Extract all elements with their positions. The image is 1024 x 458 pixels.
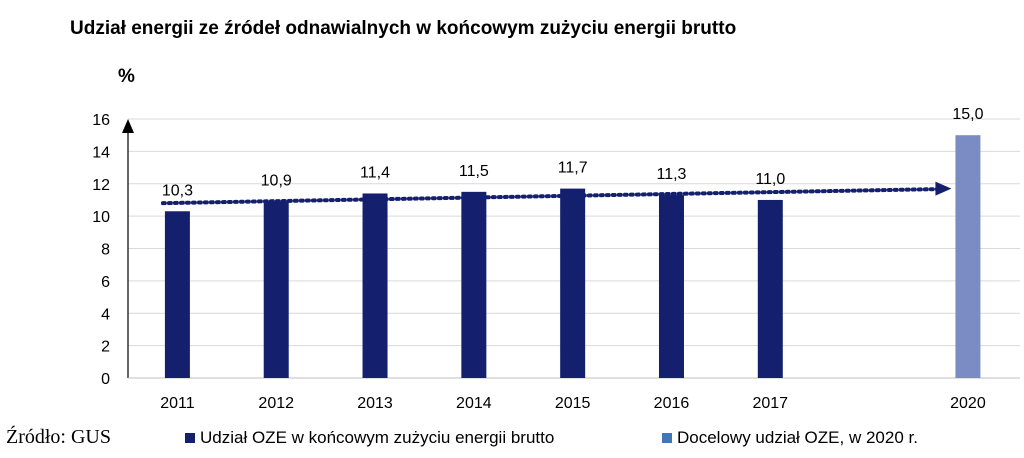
legend-swatch-series-2 <box>662 433 672 443</box>
legend-label-series-1: Udział OZE w końcowym zużyciu energii br… <box>200 428 555 447</box>
bar-2012 <box>263 201 289 378</box>
bar-2020 <box>955 135 981 378</box>
legend-item-series-2: Docelowy udział OZE, w 2020 r. <box>662 428 918 448</box>
y-tick-label: 4 <box>101 306 110 323</box>
y-tick-label: 16 <box>92 112 110 129</box>
bar-2017 <box>757 199 783 378</box>
bar-2013 <box>362 193 388 378</box>
x-tick-label: 2017 <box>752 395 788 412</box>
y-tick-label: 2 <box>101 339 110 356</box>
y-tick-label: 12 <box>92 177 110 194</box>
data-label: 10,3 <box>162 182 193 199</box>
data-label: 15,0 <box>952 106 983 123</box>
bar-2011 <box>164 211 190 378</box>
legend-swatch-series-1 <box>185 433 195 443</box>
legend-item-series-1: Udział OZE w końcowym zużyciu energii br… <box>185 428 554 448</box>
y-tick-label: 10 <box>92 209 110 226</box>
data-label: 11,4 <box>360 164 390 181</box>
trend-line <box>160 187 940 206</box>
x-tick-label: 2012 <box>258 395 294 412</box>
x-tick-label: 2014 <box>456 395 492 412</box>
x-tick-label: 2011 <box>160 395 195 412</box>
trend-arrow-head <box>935 181 952 196</box>
bar-2015 <box>560 188 586 378</box>
data-label: 11,7 <box>558 160 588 177</box>
y-tick-label: 14 <box>92 144 110 161</box>
source-note: Źródło: GUS <box>6 426 111 448</box>
data-label: 11,5 <box>459 163 489 180</box>
data-label: 11,3 <box>657 166 687 183</box>
y-tick-label: 6 <box>101 274 110 291</box>
y-axis-arrow <box>122 119 134 133</box>
x-tick-label: 2020 <box>950 395 986 412</box>
x-tick-label: 2016 <box>654 395 690 412</box>
y-axis-unit: % <box>118 66 135 87</box>
x-tick-label: 2015 <box>555 395 591 412</box>
bar-2014 <box>461 191 487 378</box>
x-tick-label: 2013 <box>357 395 393 412</box>
legend-label-series-2: Docelowy udział OZE, w 2020 r. <box>677 428 918 447</box>
y-tick-label: 0 <box>101 371 110 388</box>
data-label: 10,9 <box>261 173 292 190</box>
y-tick-label: 8 <box>101 242 110 259</box>
bar-2016 <box>658 195 684 378</box>
data-label: 11,0 <box>755 171 785 188</box>
chart-title: Udział energii ze źródeł odnawialnych w … <box>70 18 737 39</box>
